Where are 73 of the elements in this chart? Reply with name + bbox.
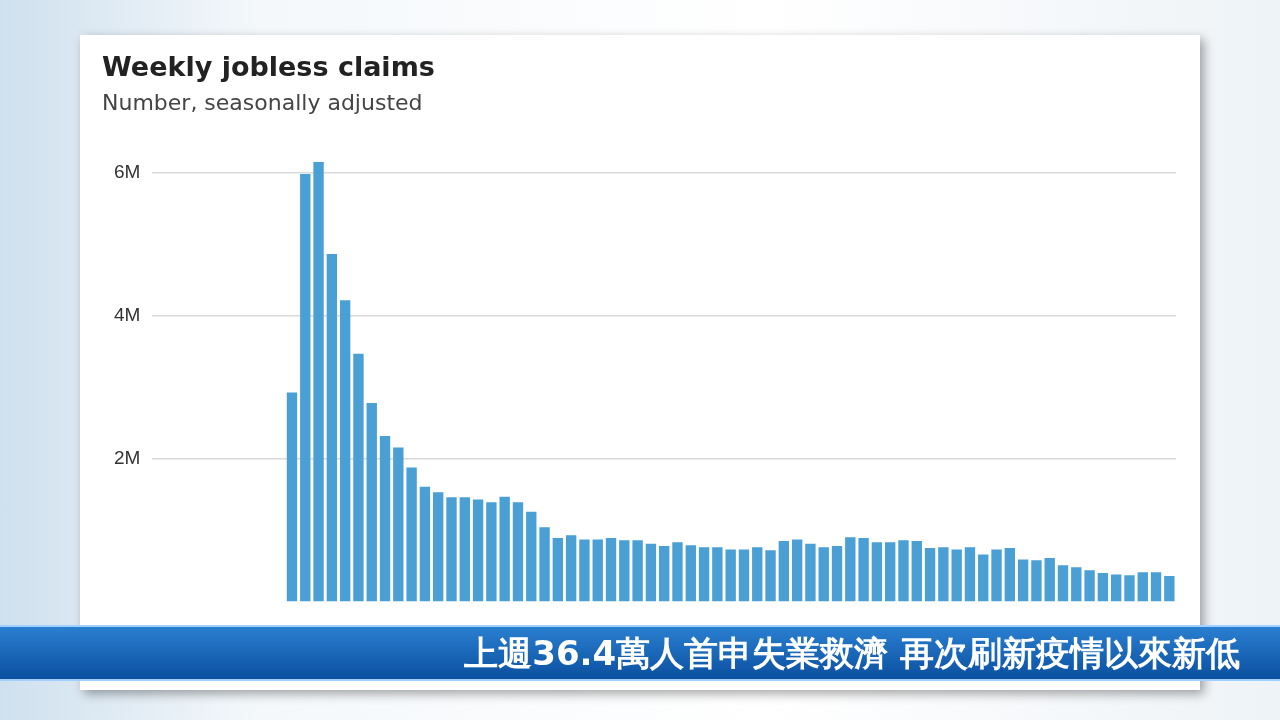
bar [379, 435, 391, 602]
bar [539, 527, 550, 602]
bar [712, 547, 723, 602]
bar [499, 496, 510, 602]
bar [818, 547, 829, 602]
bar [659, 545, 670, 602]
bar [885, 542, 896, 602]
chart-title: Weekly jobless claims [102, 51, 435, 83]
bar [978, 554, 989, 602]
bar [632, 540, 643, 602]
bar [1164, 575, 1175, 602]
bar [286, 392, 298, 602]
bar [512, 502, 524, 602]
bar [353, 353, 364, 602]
bar [552, 538, 564, 602]
bar [619, 540, 630, 602]
bar [1097, 573, 1109, 602]
bar [698, 547, 710, 602]
bar [592, 539, 603, 602]
bar [366, 403, 377, 602]
bar [313, 161, 324, 602]
bar [725, 549, 736, 602]
bar [433, 492, 444, 602]
bar [446, 497, 457, 602]
bar [406, 467, 417, 602]
bar [579, 539, 590, 602]
bar [951, 549, 962, 602]
bar [964, 547, 976, 602]
bar [486, 502, 497, 602]
bar [326, 253, 338, 602]
bar [459, 497, 470, 602]
bar [831, 545, 843, 602]
y-tick-label: 2M [113, 447, 141, 469]
bar [565, 535, 577, 602]
bar [1044, 558, 1055, 602]
bar [419, 486, 431, 602]
bar [738, 549, 750, 602]
bar [924, 548, 936, 602]
text: 上週36.4萬人首申失業救濟 再次刷新疫情以來新低 [464, 633, 1240, 673]
bar [765, 550, 776, 602]
bar [1031, 560, 1042, 602]
bar [1124, 575, 1135, 602]
bar [1071, 567, 1082, 602]
bar [805, 543, 816, 602]
bar [1057, 565, 1069, 602]
bar [393, 447, 404, 602]
bar [1150, 572, 1162, 602]
y-tick-label: 6M [113, 161, 141, 183]
bar [472, 499, 484, 602]
bar [1084, 570, 1095, 602]
y-tick-label: 4M [113, 304, 141, 326]
bar [752, 547, 763, 602]
bar [898, 540, 909, 602]
bar [605, 538, 617, 602]
bar [1017, 559, 1029, 602]
chart-subtitle: Number, seasonally adjusted [102, 90, 423, 116]
bar [1110, 574, 1122, 602]
bar [672, 542, 683, 602]
bar [1004, 548, 1016, 602]
bar [778, 540, 790, 602]
bar [526, 511, 537, 602]
bar [845, 537, 856, 602]
bar [871, 542, 883, 602]
bar [858, 538, 869, 602]
bar [645, 543, 657, 602]
bar [1137, 572, 1148, 602]
bar [685, 545, 696, 602]
bar [938, 547, 949, 602]
bar [300, 173, 311, 602]
bar [991, 549, 1002, 602]
bar [339, 300, 351, 602]
bar [791, 539, 803, 602]
bar [911, 540, 922, 602]
